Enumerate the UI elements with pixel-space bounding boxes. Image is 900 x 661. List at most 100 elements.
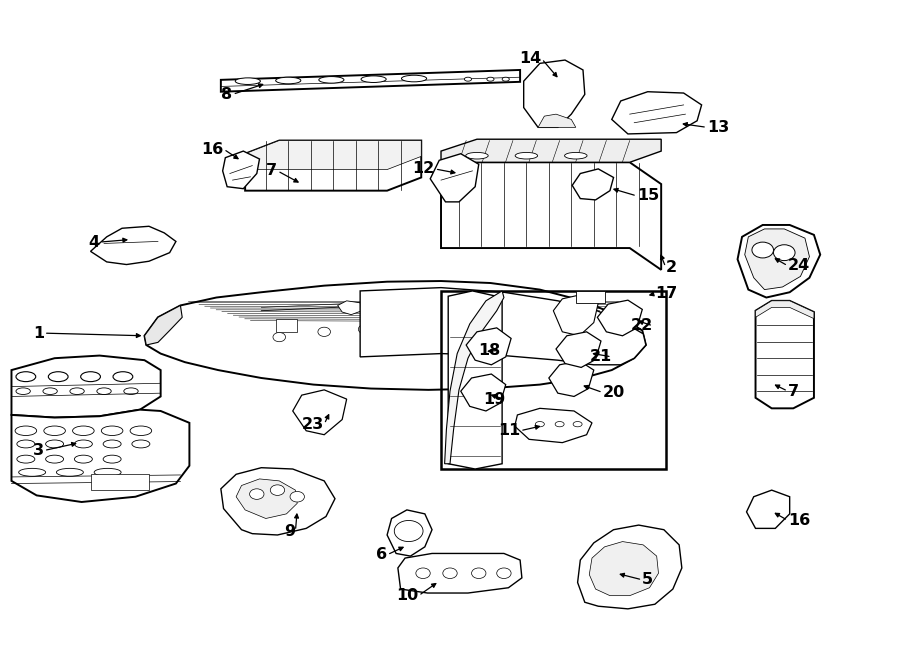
- Ellipse shape: [94, 469, 122, 477]
- Text: 16: 16: [202, 141, 223, 157]
- Polygon shape: [430, 154, 479, 202]
- Circle shape: [358, 325, 371, 334]
- Ellipse shape: [124, 388, 139, 395]
- Text: 4: 4: [88, 235, 100, 250]
- Ellipse shape: [43, 388, 58, 395]
- Text: 7: 7: [266, 163, 277, 178]
- Polygon shape: [744, 229, 809, 290]
- Text: 21: 21: [590, 350, 612, 364]
- Text: 24: 24: [788, 258, 810, 274]
- Polygon shape: [91, 226, 176, 264]
- Circle shape: [318, 327, 330, 336]
- Circle shape: [443, 568, 457, 578]
- Ellipse shape: [44, 426, 66, 436]
- Polygon shape: [392, 298, 416, 312]
- Polygon shape: [222, 151, 259, 188]
- Text: 5: 5: [643, 572, 653, 588]
- Polygon shape: [746, 490, 789, 528]
- Bar: [394, 313, 416, 327]
- Polygon shape: [515, 408, 592, 443]
- Polygon shape: [466, 328, 511, 365]
- Text: 7: 7: [788, 383, 799, 399]
- Circle shape: [773, 245, 795, 260]
- Ellipse shape: [132, 440, 150, 448]
- Polygon shape: [578, 525, 682, 609]
- Ellipse shape: [97, 388, 112, 395]
- Ellipse shape: [102, 426, 123, 436]
- Ellipse shape: [465, 153, 488, 159]
- Text: 22: 22: [631, 319, 653, 333]
- Polygon shape: [387, 510, 432, 556]
- Polygon shape: [598, 300, 643, 336]
- Polygon shape: [590, 541, 659, 596]
- Polygon shape: [236, 479, 297, 518]
- Ellipse shape: [536, 422, 544, 427]
- Polygon shape: [441, 139, 662, 163]
- Polygon shape: [738, 225, 820, 297]
- Ellipse shape: [130, 426, 152, 436]
- Text: 15: 15: [637, 188, 659, 204]
- Polygon shape: [220, 468, 335, 535]
- Ellipse shape: [81, 371, 101, 381]
- Polygon shape: [360, 288, 646, 365]
- Ellipse shape: [401, 75, 427, 82]
- Text: 18: 18: [478, 343, 500, 358]
- Ellipse shape: [564, 153, 587, 159]
- Circle shape: [270, 485, 284, 495]
- Polygon shape: [572, 169, 614, 200]
- Text: 6: 6: [376, 547, 387, 563]
- Circle shape: [249, 488, 264, 499]
- Circle shape: [394, 520, 423, 541]
- Polygon shape: [448, 291, 502, 469]
- Circle shape: [752, 242, 773, 258]
- Ellipse shape: [16, 371, 36, 381]
- Polygon shape: [245, 141, 421, 190]
- Ellipse shape: [361, 76, 386, 83]
- Polygon shape: [245, 141, 421, 170]
- Polygon shape: [145, 281, 646, 390]
- Text: 1: 1: [32, 326, 44, 340]
- Ellipse shape: [70, 388, 85, 395]
- Circle shape: [273, 332, 285, 342]
- Polygon shape: [145, 305, 182, 345]
- Ellipse shape: [515, 153, 537, 159]
- Ellipse shape: [16, 388, 31, 395]
- Ellipse shape: [75, 440, 93, 448]
- Ellipse shape: [57, 469, 84, 477]
- Polygon shape: [755, 301, 814, 319]
- Text: 9: 9: [284, 524, 295, 539]
- Bar: [576, 291, 605, 303]
- Ellipse shape: [75, 455, 93, 463]
- Text: 3: 3: [32, 443, 44, 458]
- Text: 12: 12: [412, 161, 435, 176]
- Ellipse shape: [46, 455, 64, 463]
- Polygon shape: [612, 92, 702, 134]
- Ellipse shape: [275, 77, 301, 84]
- Ellipse shape: [573, 422, 582, 427]
- Ellipse shape: [15, 426, 37, 436]
- Polygon shape: [538, 114, 576, 128]
- Ellipse shape: [487, 77, 494, 81]
- Bar: [441, 291, 666, 469]
- Bar: [275, 319, 297, 332]
- Text: 17: 17: [655, 286, 677, 301]
- Text: 23: 23: [302, 416, 324, 432]
- Ellipse shape: [17, 455, 35, 463]
- Circle shape: [290, 491, 304, 502]
- Text: 10: 10: [396, 588, 418, 603]
- Ellipse shape: [19, 469, 46, 477]
- Text: 14: 14: [519, 52, 542, 66]
- Ellipse shape: [104, 455, 122, 463]
- Ellipse shape: [49, 371, 68, 381]
- Ellipse shape: [502, 77, 509, 81]
- Ellipse shape: [73, 426, 94, 436]
- Text: 19: 19: [483, 392, 506, 407]
- Polygon shape: [461, 374, 506, 411]
- Text: 11: 11: [498, 423, 520, 438]
- Polygon shape: [549, 361, 594, 397]
- Ellipse shape: [464, 77, 472, 81]
- Ellipse shape: [17, 440, 35, 448]
- Polygon shape: [292, 390, 346, 435]
- Ellipse shape: [46, 440, 64, 448]
- Circle shape: [497, 568, 511, 578]
